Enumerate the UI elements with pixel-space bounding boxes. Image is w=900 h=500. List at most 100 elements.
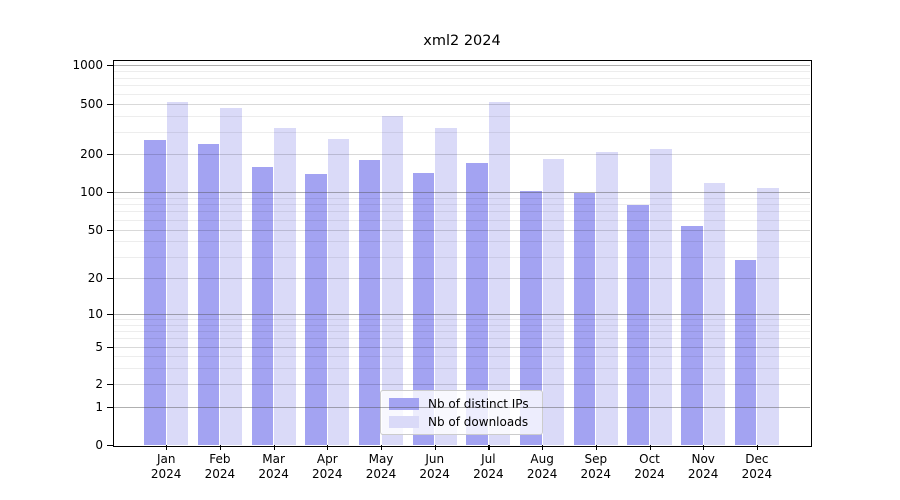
y-tick-100 (107, 192, 113, 194)
gridline-1 (113, 407, 810, 408)
x-tick-jul (488, 445, 490, 450)
y-tick-2 (107, 384, 113, 386)
x-tick-feb (219, 445, 222, 450)
bar-downloads-jun (435, 128, 457, 445)
gridline-3 (113, 367, 810, 369)
gridline-2 (113, 384, 810, 385)
bar-downloads-oct (650, 149, 672, 445)
x-tick-year-feb: 2024 (204, 467, 236, 481)
gridline-800 (113, 77, 810, 79)
x-tick-year-apr: 2024 (312, 467, 343, 481)
y-tick-200 (107, 154, 113, 156)
gridline-200 (113, 154, 810, 155)
bar-downloads-feb (220, 107, 242, 445)
bar-ips-apr (305, 173, 327, 445)
y-tick-label-500: 500 (80, 97, 103, 111)
gridline-700 (113, 85, 810, 87)
x-tick-sep (595, 445, 597, 450)
x-tick-dec (756, 445, 759, 450)
y-tick-500 (107, 104, 113, 106)
gridline-7 (113, 330, 810, 332)
x-tick-label-apr: Apr 2024 (295, 452, 359, 482)
x-tick-year-jun: 2024 (419, 467, 450, 481)
gridline-30 (113, 256, 810, 258)
x-tick-year-dec: 2024 (741, 467, 773, 481)
x-tick-jan (166, 445, 168, 450)
legend-label-downloads: Nb of downloads (428, 414, 529, 429)
x-tick-label-nov: Nov 2024 (671, 452, 735, 482)
bar-downloads-jul (488, 102, 511, 445)
gridline-40 (113, 241, 810, 243)
legend-swatch-distinct-ips-icon (389, 397, 419, 410)
y-tick-label-20: 20 (87, 271, 103, 285)
y-tick-20 (107, 278, 113, 280)
legend: Nb of distinct IPs Nb of downloads (380, 390, 543, 435)
gridline-6 (113, 338, 810, 340)
legend-row-downloads: Nb of downloads (389, 414, 534, 429)
x-tick-year-nov: 2024 (687, 467, 719, 481)
x-tick-oct (649, 445, 651, 450)
bar-ips-jan (144, 139, 166, 445)
bar-downloads-dec (757, 188, 779, 445)
gridline-50 (113, 229, 810, 231)
x-tick-year-aug: 2024 (526, 467, 558, 481)
x-tick-label-mar: Mar 2024 (242, 452, 306, 482)
x-tick-jun (434, 445, 436, 450)
y-tick-label-10: 10 (87, 307, 103, 321)
x-tick-year-jul: 2024 (473, 467, 504, 481)
bar-ips-mar (251, 166, 274, 445)
bar-ips-jun (412, 173, 435, 445)
chart-title: xml2 2024 (423, 33, 501, 49)
gridline-80 (113, 204, 810, 206)
y-tick-label-0: 0 (95, 438, 103, 452)
bar-downloads-jan (166, 101, 189, 445)
gridline-20 (113, 278, 810, 279)
x-tick-nov (703, 445, 705, 450)
gridline-100 (113, 192, 810, 193)
gridline-300 (113, 131, 810, 133)
y-tick-50 (107, 229, 113, 231)
x-tick-aug (542, 445, 544, 450)
legend-row-distinct-ips: Nb of distinct IPs (389, 396, 534, 411)
y-tick-label-5: 5 (95, 340, 103, 354)
gridline-9 (113, 319, 810, 321)
x-tick-label-oct: Oct 2024 (618, 452, 682, 482)
x-tick-year-may: 2024 (365, 467, 397, 481)
x-tick-apr (327, 445, 329, 450)
x-tick-label-aug: Aug 2024 (510, 452, 574, 482)
y-tick-1000 (107, 65, 113, 67)
bar-ips-jul (466, 163, 488, 445)
x-tick-label-jan: Jan 2024 (134, 452, 198, 482)
bar-downloads-sep (596, 152, 618, 445)
y-tick-label-1: 1 (95, 400, 103, 414)
y-tick-1 (107, 407, 113, 409)
gridline-70 (113, 211, 810, 213)
gridline-10 (113, 314, 810, 315)
bar-ips-sep (573, 192, 596, 445)
legend-swatch-downloads-icon (389, 415, 419, 428)
gridline-600 (113, 93, 810, 95)
y-tick-10 (107, 314, 113, 316)
y-tick-label-1000: 1000 (72, 58, 103, 72)
bar-ips-feb (197, 144, 220, 445)
y-tick-5 (107, 347, 113, 349)
bar-downloads-mar (274, 128, 296, 445)
bar-ips-may (358, 160, 381, 445)
bar-downloads-apr (327, 139, 350, 445)
y-tick-label-200: 200 (80, 147, 103, 161)
legend-label-distinct-ips: Nb of distinct IPs (428, 396, 529, 411)
gridline-1000 (113, 65, 810, 66)
y-tick-label-2: 2 (95, 377, 103, 391)
bar-ips-dec (734, 260, 757, 445)
bar-ips-aug (520, 190, 542, 445)
x-tick-label-dec: Dec 2024 (725, 452, 789, 482)
gridline-500 (113, 104, 810, 105)
bar-ips-nov (681, 226, 703, 445)
bar-downloads-may (381, 116, 404, 445)
x-tick-year-mar: 2024 (258, 467, 289, 481)
